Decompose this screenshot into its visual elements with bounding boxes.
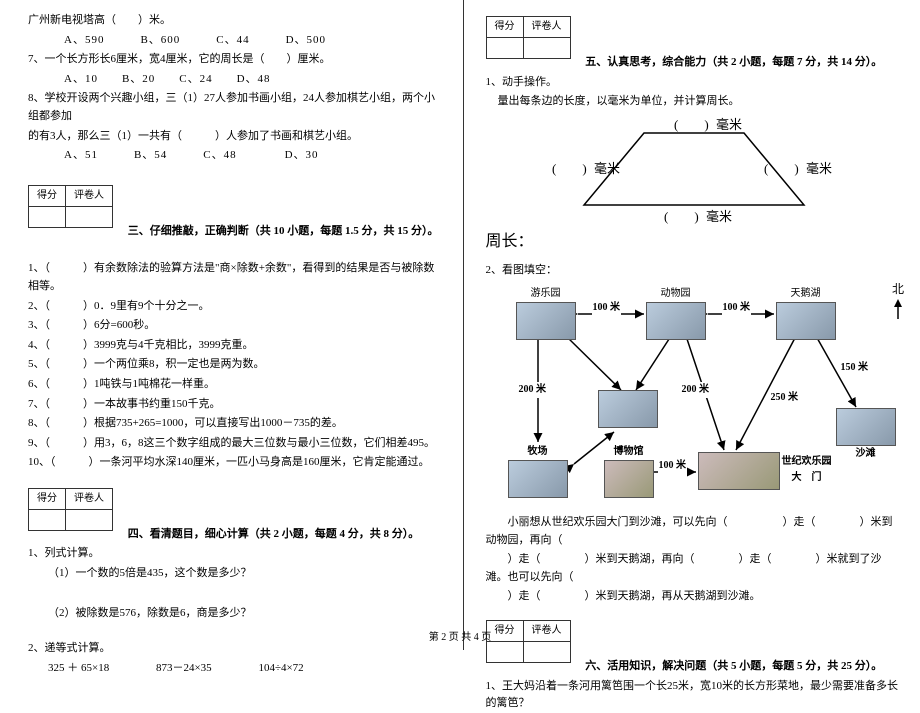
q6-opts: A、590 B、600 C、44 D、500 [28,32,445,50]
q7-opts: A、10 B、20 C、24 D、48 [28,71,445,89]
page-footer: 第 2 页 共 4 页 [0,630,920,646]
trapezoid-figure: ( ) 毫米 ( ) 毫米 ( ) 毫米 ( ) 毫米 [544,115,844,225]
t6: 6、（ ）1吨铁与1吨棉花一样重。 [28,376,445,394]
q8b: 的有3人，那么三（1）一共有（ ）人参加了书画和棋艺小组。 [28,128,445,146]
svg-text:毫米: 毫米 [706,209,732,224]
node-tianehu: 天鹅湖 [776,286,836,340]
t10: 10、（ ）一条河平均水深140厘米，一匹小马身高是160厘米，它肯定能通过。 [28,454,445,472]
t3: 3、（ ）6分=600秒。 [28,317,445,335]
t2: 2、（ ）0．9里有9个十分之一。 [28,298,445,316]
section-6-title: 六、活用知识，解决问题（共 5 小题，每题 5 分，共 25 分）。 [585,658,882,676]
score-h2: 评卷人 [66,185,113,206]
node-muchang: 牧场 [508,444,568,498]
node-bowuguan-img [598,390,658,428]
score-box-3: 得分评卷人 [28,185,113,228]
node-shatan: 沙滩 [836,408,896,462]
node-bowuguan: 博物馆 [604,444,654,498]
svg-text:( ): ( ) [764,161,799,176]
section-3-title: 三、仔细推敲，正确判断（共 10 小题，每题 1.5 分，共 15 分）。 [128,223,439,241]
t4: 4、（ ）3999克与4千克相比，3999克重。 [28,337,445,355]
q7: 7、一个长方形长6厘米，宽4厘米，它的周长是（ ）厘米。 [28,51,445,69]
story2: ）走（ ）米到天鹅湖，再向（ ）走（ ）米就到了沙滩。也可以先向（ [486,551,903,586]
svg-text:毫米: 毫米 [806,161,832,176]
eq3: 104÷4×72 [258,660,303,678]
score-box-4: 得分评卷人 [28,488,113,531]
t7: 7、（ ）一本故事书约重150千克。 [28,396,445,414]
svg-text:毫米: 毫米 [594,161,620,176]
eq1: 325 ＋ 65×18 [48,660,109,678]
t5: 5、（ ）一个两位乘8，积一定也是两为数。 [28,356,445,374]
svg-text:( ): ( ) [664,209,699,224]
t8: 8、（ ）根据735+265=1000，可以直接写出1000－735的差。 [28,415,445,433]
node-gate [698,452,780,490]
p1: 1、王大妈沿着一条河用篱笆围一个长25米，宽10米的长方形菜地，最少需要准备多长… [486,678,903,713]
perimeter-label: 周长： [486,229,903,255]
node-dongwuyuan: 动物园 [646,286,706,340]
eq2: 873－24×35 [156,660,212,678]
score-box-5: 得分评卷人 [486,16,571,59]
c1a: （1）一个数的5倍是435，这个数是多少？ [28,565,445,583]
node-youleyuan: 游乐园 [516,286,576,340]
t9: 9、（ ）用3，6，8这三个数字组成的最大三位数与最小三位数，它们相差495。 [28,435,445,453]
story3: ）走（ ）米到天鹅湖，再从天鹅湖到沙滩。 [486,588,903,606]
q6: 广州新电视塔高（ ）米。 [28,12,445,30]
story1: 小丽想从世纪欢乐园大门到沙滩，可以先向（ ）走（ ）米到动物园，再向（ [486,514,903,549]
op1a: 量出每条边的长度，以毫米为单位，并计算周长。 [486,93,903,111]
q8-opts: A、51 B、54 C、48 D、30 [28,147,445,165]
score-h1: 得分 [29,185,66,206]
c1: 1、列式计算。 [28,545,445,563]
eq-row: 325 ＋ 65×18 873－24×35 104÷4×72 [28,660,445,678]
section-5-title: 五、认真思考，综合能力（共 2 小题，每题 7 分，共 14 分）。 [585,54,882,72]
svg-text:毫米: 毫米 [716,117,742,132]
section-4-title: 四、看清题目，细心计算（共 2 小题，每题 4 分，共 8 分）。 [128,526,420,544]
c1b: （2）被除数是576，除数是6，商是多少？ [28,605,445,623]
svg-text:( ): ( ) [552,161,587,176]
op2: 2、看图填空： [486,262,903,280]
map-figure: 北 100 米 100 米 200 米 200 米 250 米 1 [486,282,903,512]
node-gate-label: 世纪欢乐园大 门 [782,454,832,486]
svg-text:( ): ( ) [674,117,709,132]
op1: 1、动手操作。 [486,74,903,92]
t1: 1、（ ）有余数除法的验算方法是"商×除数+余数"，看得到的结果是否与被除数相等… [28,260,445,295]
q8a: 8、学校开设两个兴趣小组，三（1）27人参加书画小组，24人参加棋艺小组，两个小… [28,90,445,125]
